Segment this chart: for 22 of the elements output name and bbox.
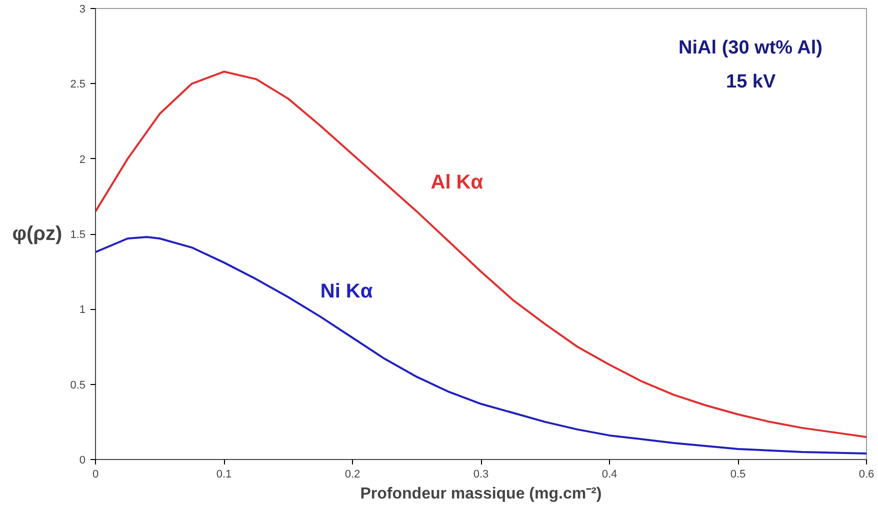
x-tick-label: 0.6: [858, 468, 874, 480]
series-label: Ni Kα: [320, 280, 374, 303]
series-label: Al Kα: [430, 171, 484, 194]
x-tick-label: 0.2: [344, 468, 360, 480]
y-tick-label: 2: [79, 154, 86, 166]
x-tick-label: 0.1: [216, 468, 232, 480]
annotation: NiAl (30 wt% Al): [678, 38, 822, 58]
y-tick-label: 1: [79, 304, 86, 316]
y-tick-label: 0.5: [70, 379, 86, 392]
y-tick-label: 1.5: [70, 229, 86, 241]
x-tick-label: 0: [92, 468, 99, 480]
y-tick-label: 2.5: [70, 78, 86, 91]
y-axis-title: φ(ρz): [12, 223, 62, 245]
x-tick-label: 0.3: [473, 468, 489, 480]
x-tick-label: 0.5: [730, 468, 746, 480]
y-tick-label: 3: [79, 4, 86, 16]
annotation: 15 kV: [726, 72, 776, 92]
x-tick-label: 0.4: [602, 468, 618, 480]
line-series: [96, 70, 866, 438]
y-tick-label: 0: [79, 454, 86, 466]
x-axis-title: Profondeur massique (mg.cm⁻²): [360, 486, 602, 502]
line-series: [96, 236, 866, 454]
